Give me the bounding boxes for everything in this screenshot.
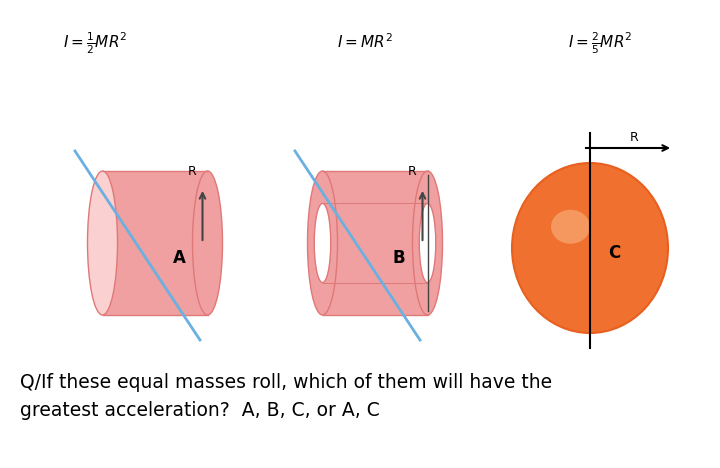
Ellipse shape (413, 171, 443, 315)
Text: $I = MR^2$: $I = MR^2$ (337, 32, 393, 51)
Text: $I = \frac{1}{2}MR^2$: $I = \frac{1}{2}MR^2$ (63, 31, 127, 56)
Text: A: A (173, 249, 186, 267)
Ellipse shape (307, 171, 338, 315)
FancyBboxPatch shape (102, 171, 207, 315)
Ellipse shape (551, 210, 590, 244)
Ellipse shape (512, 163, 668, 333)
Ellipse shape (314, 204, 330, 283)
Ellipse shape (192, 171, 222, 315)
Ellipse shape (88, 171, 117, 315)
Text: $I = \frac{2}{5}MR^2$: $I = \frac{2}{5}MR^2$ (568, 31, 632, 56)
Text: R: R (187, 165, 197, 178)
Text: Q/If these equal masses roll, which of them will have the: Q/If these equal masses roll, which of t… (20, 373, 552, 393)
Ellipse shape (419, 204, 436, 283)
Text: R: R (408, 165, 416, 178)
Text: R: R (629, 131, 639, 144)
Text: greatest acceleration?  A, B, C, or A, C: greatest acceleration? A, B, C, or A, C (20, 401, 379, 419)
Text: B: B (393, 249, 405, 267)
Text: C: C (608, 244, 620, 262)
FancyBboxPatch shape (323, 171, 428, 315)
